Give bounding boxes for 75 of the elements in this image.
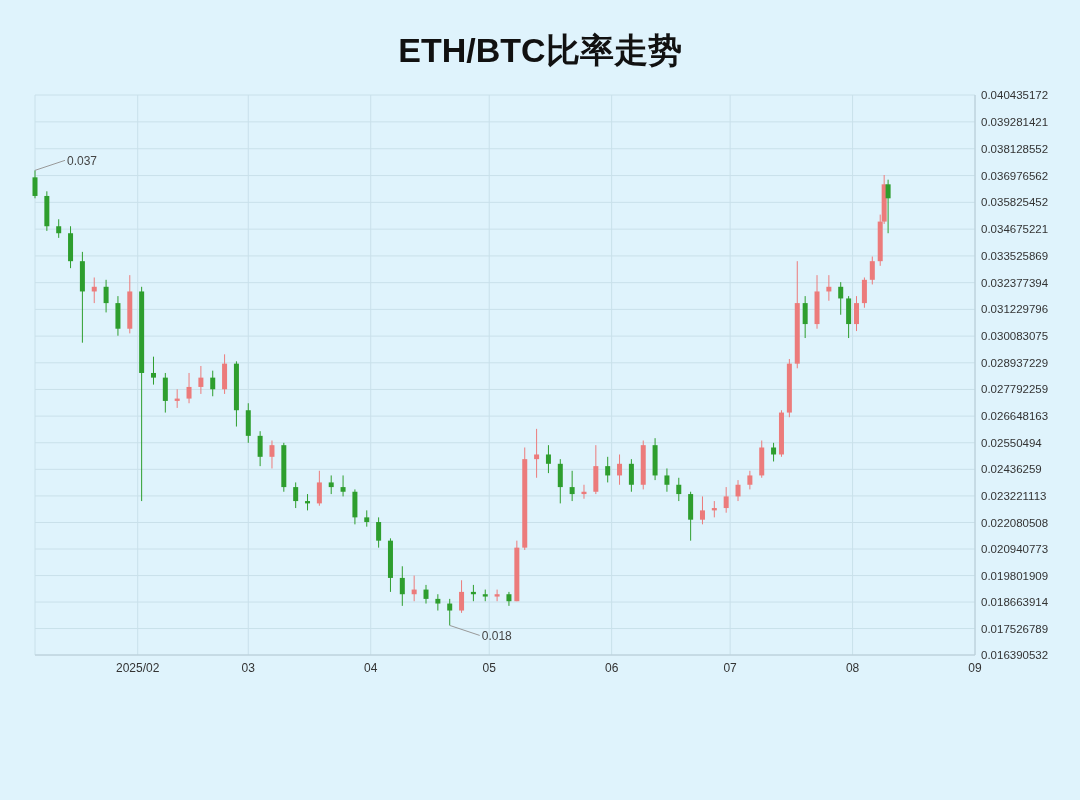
candlestick [771, 442, 777, 462]
y-tick-label: 0.038128552 [981, 142, 1049, 155]
candlestick [198, 365, 204, 395]
candlestick [676, 477, 682, 502]
candlestick [162, 372, 168, 414]
candlestick [534, 428, 540, 479]
candlestick [735, 479, 741, 502]
candlestick [435, 593, 441, 612]
candlestick [32, 169, 38, 199]
candlestick [628, 458, 634, 493]
candlestick [747, 470, 753, 490]
candlestick [459, 579, 465, 614]
candlestick [376, 516, 382, 549]
candlestick [269, 440, 275, 469]
annotation: 0.018 [481, 628, 513, 643]
x-tick-label: 08 [845, 661, 860, 675]
candlestick [557, 458, 563, 504]
candlestick [257, 430, 263, 467]
candlestick [56, 218, 62, 239]
candlestick [569, 470, 575, 502]
x-tick-label: 2025/02 [115, 661, 160, 675]
candlestick [617, 453, 623, 486]
y-tick-label: 0.023221113 [981, 489, 1047, 502]
y-tick-label: 0.030083075 [981, 330, 1049, 343]
y-tick-label: 0.040435172 [981, 89, 1049, 102]
y-tick-label: 0.033525869 [981, 249, 1049, 262]
candlestick [494, 589, 500, 602]
annotation: 0.037 [67, 153, 98, 168]
y-tick-label: 0.027792259 [981, 383, 1049, 396]
candlestick [854, 295, 860, 332]
x-tick-label: 04 [364, 661, 378, 675]
candlestick [340, 474, 346, 497]
x-tick-label: 05 [482, 661, 497, 675]
candlestick [699, 495, 705, 525]
candlestick [802, 295, 808, 339]
y-tick-label: 0.028937229 [981, 356, 1049, 369]
y-tick-label: 0.036976562 [981, 169, 1049, 182]
candlestick [447, 598, 453, 626]
candlestick [605, 456, 611, 483]
candlestick [664, 467, 670, 493]
y-tick-label: 0.035825452 [981, 196, 1049, 209]
y-tick-label: 0.02436259 [981, 463, 1042, 476]
y-tick-label: 0.016390532 [981, 649, 1049, 662]
candlestick [885, 179, 891, 234]
candlestick [150, 356, 156, 386]
y-tick-label: 0.026648163 [981, 410, 1049, 423]
y-tick-label: 0.039281421 [981, 115, 1049, 128]
candlestick [838, 281, 844, 316]
candlestick [399, 565, 405, 607]
candlestick [293, 481, 299, 509]
candlestick [723, 486, 729, 514]
y-tick-label: 0.020940773 [981, 543, 1049, 556]
x-tick-label: 03 [241, 661, 256, 675]
candlestick [186, 372, 192, 404]
x-tick-label: 09 [968, 661, 982, 675]
y-tick-label: 0.034675221 [981, 223, 1049, 236]
y-tick-label: 0.031229796 [981, 303, 1049, 316]
candlestick [869, 256, 875, 285]
x-tick-label: 07 [723, 661, 738, 675]
candlestick [328, 474, 334, 495]
y-tick-label: 0.018663914 [981, 596, 1049, 609]
candlestick [423, 584, 429, 605]
y-tick-label: 0.022080508 [981, 516, 1049, 529]
y-tick-label: 0.02550494 [981, 436, 1043, 449]
y-tick-label: 0.019801909 [981, 569, 1049, 582]
y-tick-label: 0.032377394 [981, 276, 1049, 289]
candlestick [545, 444, 551, 474]
candlestick [861, 276, 867, 309]
candlestick [103, 279, 109, 313]
candlestick [506, 591, 512, 607]
chart-title: ETH/BTC比率走势 [398, 31, 682, 69]
x-tick-label: 06 [604, 661, 619, 675]
y-tick-label: 0.017526789 [981, 622, 1049, 635]
candlestick [316, 470, 322, 507]
candlestick [210, 370, 216, 397]
